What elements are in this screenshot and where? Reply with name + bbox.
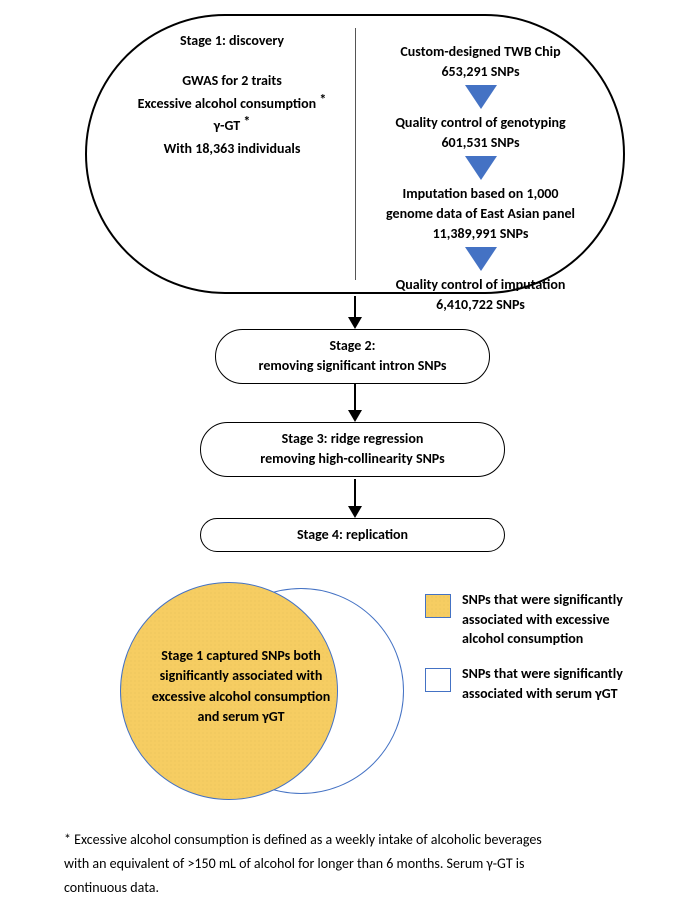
step1-value: 653,291 SNPs	[366, 62, 595, 82]
step3-value: 11,389,991 SNPs	[366, 224, 595, 244]
triangle-icon	[465, 85, 497, 109]
stage3-desc: removing high-collinearity SNPs	[260, 449, 444, 469]
step2-value: 601,531 SNPs	[366, 133, 595, 153]
legend-swatch-ggt	[425, 668, 451, 692]
legend-swatch-alcohol	[425, 594, 451, 618]
step3-label-b: genome data of East Asian panel	[366, 204, 595, 224]
stage1-box: Stage 1: discovery GWAS for 2 traits Exc…	[85, 14, 625, 294]
stage1-gwas-traits: GWAS for 2 traits	[127, 70, 337, 92]
stage1-right-panel: Custom-designed TWB Chip 653,291 SNPs Qu…	[355, 28, 623, 280]
stage4-box: Stage 4: replication	[200, 518, 505, 552]
stage3-title: Stage 3: ridge regression	[282, 429, 424, 449]
stage2-box: Stage 2: removing significant intron SNP…	[215, 329, 490, 384]
venn-overlap-text: Stage 1 captured SNPs both significantly…	[136, 646, 346, 727]
step4-value: 6,410,722 SNPs	[366, 295, 595, 315]
stage4-title: Stage 4: replication	[297, 525, 408, 545]
stage2-desc: removing significant intron SNPs	[259, 356, 447, 376]
step1-label: Custom-designed TWB Chip	[366, 42, 595, 62]
stage2-title: Stage 2:	[330, 336, 376, 356]
arrow-down-icon	[349, 383, 361, 421]
arrow-down-icon	[349, 296, 361, 328]
stage1-title: Stage 1: discovery	[127, 30, 337, 52]
footnote: * Excessive alcohol consumption is defin…	[64, 828, 634, 899]
step3-label-a: Imputation based on 1,000	[366, 184, 595, 204]
legend-ggt-text: SNPs that were significantly associated …	[462, 664, 667, 703]
step4-label: Quality control of imputation	[366, 275, 595, 295]
stage1-trait-ggt: γ-GT *	[127, 115, 337, 137]
stage3-box: Stage 3: ridge regression removing high-…	[200, 422, 505, 477]
triangle-icon	[465, 156, 497, 180]
legend-alcohol-text: SNPs that were significantly associated …	[462, 590, 667, 649]
stage1-individuals: With 18,363 individuals	[127, 138, 337, 160]
triangle-icon	[465, 247, 497, 271]
step2-label: Quality control of genotyping	[366, 113, 595, 133]
stage1-left-panel: Stage 1: discovery GWAS for 2 traits Exc…	[87, 16, 355, 292]
arrow-down-icon	[349, 479, 361, 517]
stage1-trait-alcohol: Excessive alcohol consumption *	[127, 93, 337, 115]
